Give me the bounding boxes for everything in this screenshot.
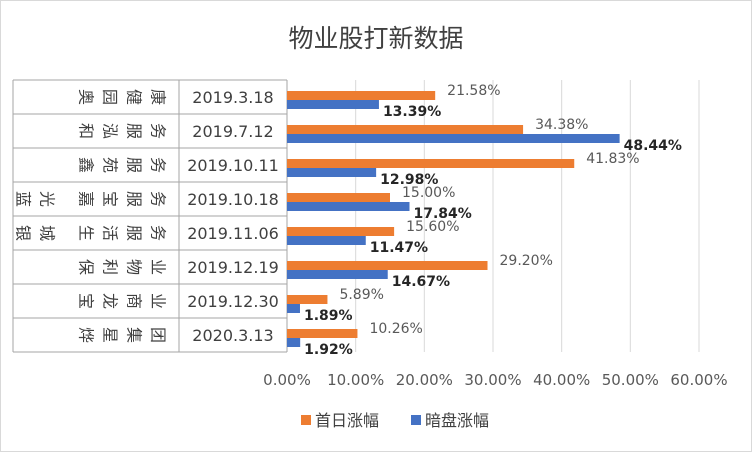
svg-text:星: 星 [101, 327, 120, 343]
category-date: 2019.10.11 [187, 156, 279, 175]
data-label: 12.98% [380, 172, 438, 188]
legend-label: 暗盘涨幅 [425, 411, 489, 430]
bar-first-day [287, 159, 575, 168]
data-label: 41.83% [586, 151, 639, 167]
bar-grey-market [287, 270, 388, 279]
category-name: 奥园健康 [77, 89, 168, 105]
svg-text:康: 康 [149, 89, 168, 105]
category-name: 鑫苑服务 [77, 157, 168, 173]
legend-swatch [411, 415, 421, 425]
x-tick-label: 50.00% [602, 371, 659, 389]
bar-grey-market [287, 236, 366, 245]
svg-text:物: 物 [125, 259, 144, 275]
svg-text:服: 服 [125, 157, 144, 173]
category-name: 和泓服务 [77, 123, 168, 139]
category-date: 2019.7.12 [192, 122, 273, 141]
svg-text:烨: 烨 [77, 327, 96, 343]
category-date: 2019.3.18 [192, 88, 273, 107]
svg-text:宝: 宝 [101, 191, 120, 207]
bar-grey-market [287, 134, 620, 143]
bar-grey-market [287, 202, 410, 211]
data-label: 5.89% [339, 287, 383, 303]
svg-text:泓: 泓 [101, 123, 120, 139]
svg-text:服: 服 [125, 225, 144, 241]
x-tick-label: 30.00% [464, 371, 521, 389]
category-name: 宝龙商业 [77, 293, 168, 309]
category-date: 2019.10.18 [187, 190, 279, 209]
bar-first-day [287, 91, 436, 100]
bar-grey-market [287, 100, 379, 109]
data-label: 29.20% [500, 253, 553, 269]
category-date: 2019.12.30 [187, 292, 279, 311]
data-label: 34.38% [535, 117, 588, 133]
data-label: 11.47% [370, 240, 428, 256]
svg-text:龙: 龙 [101, 293, 120, 309]
category-date: 2020.3.13 [192, 326, 273, 345]
svg-text:服: 服 [125, 123, 144, 139]
svg-text:务: 务 [149, 123, 168, 139]
svg-text:园: 园 [101, 89, 120, 105]
x-tick-label: 0.00% [263, 371, 311, 389]
data-label: 1.92% [304, 342, 353, 358]
bar-grey-market [287, 304, 300, 313]
svg-text:活: 活 [101, 225, 120, 241]
svg-text:务: 务 [149, 191, 168, 207]
x-tick-label: 40.00% [533, 371, 590, 389]
bar-first-day [287, 329, 358, 338]
svg-text:利: 利 [101, 259, 120, 275]
svg-text:务: 务 [149, 225, 168, 241]
category-date: 2019.12.19 [187, 258, 279, 277]
svg-text:和: 和 [77, 123, 96, 139]
svg-text:团: 团 [149, 327, 168, 343]
x-tick-label: 10.00% [327, 371, 384, 389]
category-name: 烨星集团 [77, 327, 168, 343]
svg-text:鑫: 鑫 [77, 157, 96, 173]
svg-text:服: 服 [125, 191, 144, 207]
category-name: 生活服务 银城 [14, 225, 168, 241]
svg-text:宝: 宝 [77, 293, 96, 309]
bar-first-day [287, 295, 328, 304]
chart-title: 物业股打新数据 [288, 24, 463, 53]
x-tick-label: 20.00% [396, 371, 453, 389]
svg-text:奥: 奥 [77, 89, 96, 105]
bar-first-day [287, 125, 524, 134]
data-label: 15.60% [406, 219, 459, 235]
bar-grey-market [287, 168, 377, 177]
svg-text:城: 城 [38, 225, 57, 241]
bar-first-day [287, 193, 390, 202]
svg-text:银: 银 [14, 225, 33, 241]
svg-text:业: 业 [149, 259, 168, 275]
bar-first-day [287, 261, 488, 270]
svg-text:集: 集 [125, 327, 144, 343]
bar-grey-market [287, 338, 301, 347]
x-tick-label: 60.00% [670, 371, 727, 389]
bar-first-day [287, 227, 395, 236]
svg-text:业: 业 [149, 293, 168, 309]
category-date: 2019.11.06 [187, 224, 279, 243]
svg-text:嘉: 嘉 [77, 191, 96, 207]
svg-text:蓝: 蓝 [14, 191, 33, 207]
svg-text:光: 光 [38, 191, 57, 207]
data-label: 1.89% [304, 308, 353, 324]
svg-text:保: 保 [77, 259, 96, 275]
data-label: 10.26% [369, 321, 422, 337]
data-label: 15.00% [402, 185, 455, 201]
svg-text:生: 生 [77, 225, 96, 241]
svg-text:苑: 苑 [101, 157, 120, 173]
data-label: 21.58% [447, 83, 500, 99]
svg-text:商: 商 [125, 293, 144, 309]
category-name: 嘉宝服务 蓝光 [14, 191, 168, 207]
svg-text:健: 健 [125, 89, 144, 105]
legend-label: 首日涨幅 [315, 411, 379, 430]
data-label: 48.44% [624, 138, 682, 154]
data-label: 14.67% [392, 274, 450, 290]
data-label: 13.39% [383, 104, 441, 120]
data-label: 17.84% [414, 206, 472, 222]
category-name: 保利物业 [77, 259, 168, 275]
legend-swatch [301, 415, 311, 425]
svg-text:务: 务 [149, 157, 168, 173]
